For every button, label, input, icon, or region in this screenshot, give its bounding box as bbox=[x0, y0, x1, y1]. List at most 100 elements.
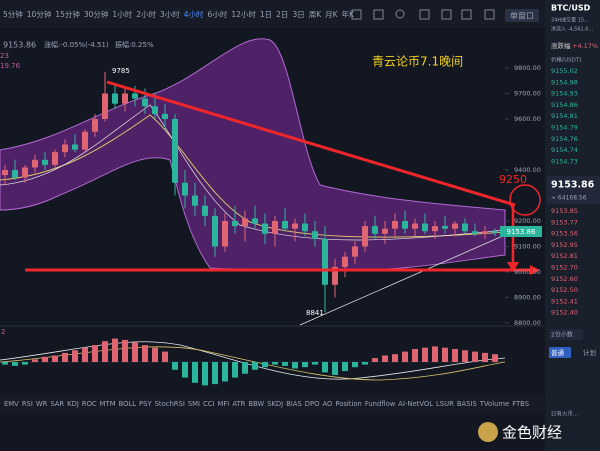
indicator-tab[interactable]: EMV bbox=[4, 400, 19, 408]
indicator-tab[interactable]: RSI bbox=[22, 400, 33, 408]
annotation: 青云论币7.1晚间 bbox=[372, 55, 463, 69]
target-label: 9250 bbox=[499, 173, 527, 186]
candle-body bbox=[82, 131, 88, 150]
candle-body bbox=[292, 223, 298, 229]
order-book-text: 9153.77 bbox=[551, 218, 578, 226]
interval-tab[interactable]: 1日 bbox=[260, 10, 272, 19]
macd-bar bbox=[202, 362, 208, 386]
interval-tab[interactable]: 3小时 bbox=[160, 9, 180, 19]
indicator-tab[interactable]: KDJ bbox=[67, 400, 79, 408]
macd-bar bbox=[62, 352, 68, 362]
bollinger-band bbox=[0, 38, 506, 271]
order-book-text: 24H成交量 15... bbox=[551, 17, 589, 24]
indicator-tab[interactable]: AI-NetVOL bbox=[398, 400, 433, 408]
candle-body bbox=[432, 226, 438, 232]
candle-body bbox=[102, 93, 108, 119]
macd-bar bbox=[212, 362, 218, 385]
indicator-label: 2 bbox=[1, 328, 5, 336]
info-amplitude: 振幅:0.25% bbox=[115, 40, 154, 49]
moving-average bbox=[0, 114, 506, 238]
order-book-text: 9154.76 bbox=[551, 135, 578, 143]
candle-body bbox=[192, 195, 198, 206]
indicator-tab[interactable]: LSUR bbox=[436, 400, 454, 408]
candle-body bbox=[52, 152, 58, 165]
indicator-tab[interactable]: StochRSI bbox=[155, 400, 185, 408]
candle-body bbox=[352, 246, 358, 257]
indicator-tab[interactable]: FTBS bbox=[512, 400, 529, 408]
candle-body bbox=[232, 221, 238, 227]
order-book-text: 9152.81 bbox=[551, 252, 578, 260]
interval-tab[interactable]: 月K bbox=[325, 10, 338, 19]
candle-body bbox=[422, 223, 428, 232]
indicator-tab[interactable]: AO bbox=[322, 400, 332, 408]
window-button-label[interactable]: 单窗口 bbox=[510, 11, 534, 21]
moving-average bbox=[0, 104, 506, 241]
indicator-tab[interactable]: ATR bbox=[232, 400, 245, 408]
interval-tab[interactable]: 30分钟 bbox=[84, 9, 109, 19]
indicator-tab[interactable]: ROC bbox=[82, 400, 97, 408]
candle-body bbox=[332, 266, 338, 285]
indicator-tab[interactable]: Position bbox=[335, 400, 361, 408]
macd-bar bbox=[292, 362, 298, 369]
candle-body bbox=[12, 170, 18, 178]
interval-tab[interactable]: 10分钟 bbox=[27, 9, 52, 19]
candle-body bbox=[412, 223, 418, 229]
interval-tab[interactable]: 15分钟 bbox=[55, 9, 80, 19]
interval-tab[interactable]: 5分钟 bbox=[3, 9, 23, 19]
indicator-tab[interactable]: SAR bbox=[50, 400, 64, 408]
order-book-text: 2位小数 bbox=[551, 331, 573, 339]
indicator-tab[interactable]: SMI bbox=[188, 400, 200, 408]
indicator-tab[interactable]: WR bbox=[36, 400, 48, 408]
price-tick-label: 9100.00 bbox=[514, 243, 541, 251]
indicator-tab[interactable]: BASIS bbox=[457, 400, 477, 408]
macd-bar bbox=[232, 362, 238, 378]
indicator-tab[interactable]: PSY bbox=[139, 400, 152, 408]
info-price: 9153.86 bbox=[3, 41, 36, 50]
indicator-tab[interactable]: BIAS bbox=[286, 400, 302, 408]
order-book-text: ≈ 64168.56 bbox=[551, 195, 587, 202]
order-book-text: 9154.86 bbox=[551, 101, 578, 109]
candle-body bbox=[222, 221, 228, 247]
candle-body bbox=[32, 159, 38, 168]
price-tick-label: 9600.00 bbox=[514, 115, 541, 123]
interval-tab[interactable]: 4小时 bbox=[184, 9, 204, 19]
order-book-text: +4.17% bbox=[572, 42, 598, 50]
price-tag bbox=[500, 226, 542, 237]
indicator-tab[interactable]: MTM bbox=[100, 400, 116, 408]
indicator-tab[interactable]: BOLL bbox=[119, 400, 137, 408]
interval-tab[interactable]: 年K bbox=[342, 9, 355, 19]
indicator-tab[interactable]: Fundflow bbox=[365, 400, 396, 408]
order-book-text: 普通 bbox=[551, 348, 565, 357]
highlight-circle bbox=[509, 184, 541, 216]
interval-tab[interactable]: 12小时 bbox=[231, 9, 256, 19]
interval-tab[interactable]: 6小时 bbox=[208, 9, 228, 19]
interval-tab[interactable]: 周K bbox=[309, 10, 322, 19]
order-book-text: 9152.70 bbox=[551, 264, 578, 272]
candle-body bbox=[482, 231, 488, 234]
indicator-tab[interactable]: DPO bbox=[305, 400, 320, 408]
macd-bar bbox=[402, 351, 408, 362]
interval-tab[interactable]: 3日 bbox=[292, 10, 304, 19]
indicator-tab[interactable]: TVolume bbox=[479, 400, 509, 408]
indicator-tab[interactable]: CCI bbox=[203, 400, 215, 408]
window-button[interactable] bbox=[505, 9, 539, 22]
indicator-tab[interactable]: SKDJ bbox=[267, 400, 283, 408]
order-book-text: 9152.40 bbox=[551, 309, 578, 317]
order-book-text: 涨跌幅 bbox=[551, 41, 571, 50]
candle-body bbox=[342, 256, 348, 267]
logo-icon bbox=[478, 422, 498, 442]
candle-body bbox=[362, 226, 368, 247]
interval-tab[interactable]: 2日 bbox=[276, 10, 288, 19]
candle-body bbox=[442, 226, 448, 229]
order-book-text: 9154.98 bbox=[551, 78, 578, 86]
indicator-tab[interactable]: BBW bbox=[248, 400, 264, 408]
interval-tab[interactable]: 2小时 bbox=[136, 9, 156, 19]
decimals-select[interactable] bbox=[549, 329, 583, 340]
interval-tab[interactable]: 1小时 bbox=[112, 9, 132, 19]
order-book-text: BTC/USD bbox=[551, 4, 591, 13]
indicator-tab[interactable]: MFI bbox=[218, 400, 230, 408]
candle-body bbox=[272, 221, 278, 234]
macd-bar bbox=[2, 362, 8, 365]
candle-body bbox=[172, 119, 178, 183]
candle-body bbox=[202, 205, 208, 216]
